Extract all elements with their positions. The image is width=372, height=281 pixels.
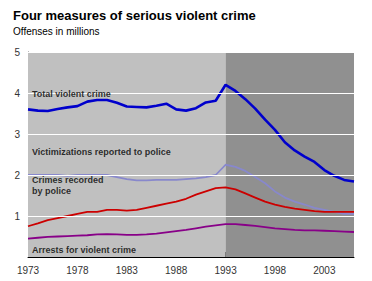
svg-text:1978: 1978 xyxy=(66,265,89,276)
svg-text:Crimes recorded: Crimes recorded xyxy=(32,175,104,185)
svg-text:Four measures of serious viole: Four measures of serious violent crime xyxy=(13,8,256,23)
svg-text:Offenses in millions: Offenses in millions xyxy=(13,26,100,37)
svg-text:by police: by police xyxy=(32,186,71,196)
svg-text:1983: 1983 xyxy=(116,265,139,276)
svg-text:1998: 1998 xyxy=(264,265,287,276)
svg-text:2: 2 xyxy=(14,170,20,181)
svg-text:4: 4 xyxy=(14,88,20,99)
svg-text:5: 5 xyxy=(14,47,20,58)
svg-text:Arrests for violent crime: Arrests for violent crime xyxy=(32,245,136,255)
svg-text:1993: 1993 xyxy=(214,265,237,276)
svg-text:1: 1 xyxy=(14,211,20,222)
svg-text:Total violent crime: Total violent crime xyxy=(32,89,111,99)
svg-text:2003: 2003 xyxy=(313,265,336,276)
svg-text:1988: 1988 xyxy=(165,265,188,276)
svg-text:Victimizations reported to pol: Victimizations reported to police xyxy=(32,147,171,157)
svg-text:1973: 1973 xyxy=(17,265,40,276)
svg-text:3: 3 xyxy=(14,129,20,140)
